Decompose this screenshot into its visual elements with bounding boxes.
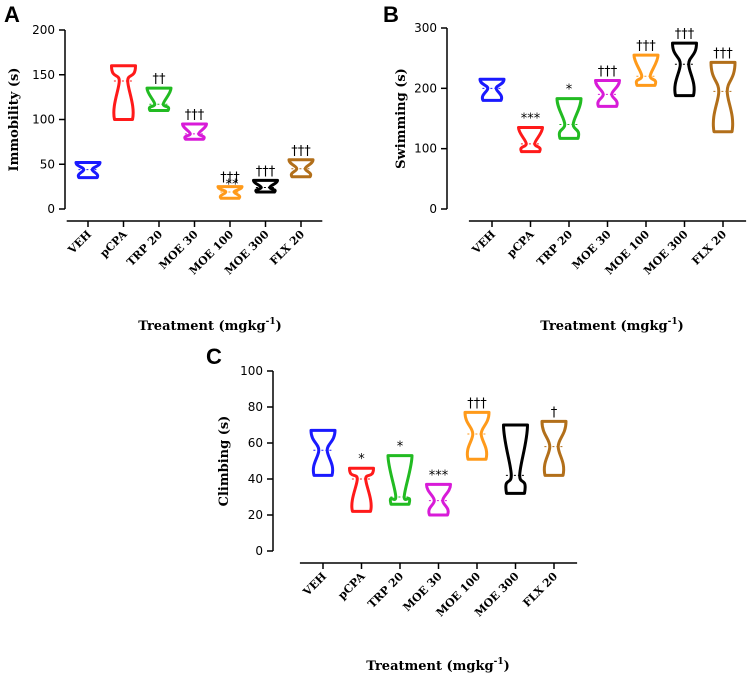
violin-4 (632, 53, 660, 87)
y-tick-label: 0 (429, 202, 437, 216)
violin-6 (540, 419, 568, 477)
significance-label: * (566, 83, 573, 98)
x-tick-label: pCPA (504, 228, 536, 260)
significance-label: *** (429, 468, 449, 483)
significance-label: * (397, 440, 404, 455)
y-tick-label: 300 (414, 21, 437, 35)
violin-0 (478, 77, 506, 102)
significance-label-secondary: ** (226, 178, 240, 193)
violin-5 (671, 41, 698, 98)
violin-1 (110, 64, 137, 121)
x-tick-label: VEH (65, 228, 94, 257)
y-tick-label: 100 (240, 364, 263, 378)
significance-label: ††† (291, 144, 311, 159)
panel-letter: B (383, 2, 399, 27)
significance-label: ††† (675, 27, 695, 42)
violin-3 (181, 122, 208, 141)
violin-1 (517, 126, 544, 154)
violin-5 (252, 178, 279, 194)
violin-4 (216, 185, 244, 200)
significance-label: ††† (467, 396, 487, 411)
violin-4 (463, 410, 491, 461)
violin-6 (287, 158, 315, 179)
x-tick-label: VEH (300, 570, 329, 599)
violin-2 (145, 86, 173, 113)
significance-label: † (551, 405, 558, 420)
significance-label: ††† (598, 64, 618, 79)
panel-letter: C (206, 344, 222, 369)
y-tick-label: 100 (414, 142, 437, 156)
significance-label: ††† (185, 108, 205, 123)
y-tick-label: 50 (40, 157, 55, 171)
y-tick-label: 80 (248, 400, 263, 414)
y-tick-label: 20 (248, 508, 263, 522)
y-axis-title: Swimming (s) (394, 68, 409, 169)
y-tick-label: 200 (32, 23, 55, 37)
significance-label: * (358, 452, 365, 467)
significance-label: *** (521, 112, 541, 127)
y-axis-title: Climbing (s) (217, 416, 232, 507)
significance-label: ††† (713, 46, 733, 61)
y-tick-label: 0 (47, 202, 55, 216)
y-tick-label: 40 (248, 472, 263, 486)
y-tick-label: 150 (32, 68, 55, 82)
x-tick-label: VEH (469, 228, 498, 257)
violin-0 (309, 428, 337, 477)
x-tick-label: FLX 20 (520, 570, 560, 610)
y-tick-label: 60 (248, 436, 263, 450)
significance-label: ††† (256, 164, 276, 179)
x-tick-label: FLX 20 (689, 228, 729, 268)
violin-6 (709, 60, 737, 134)
y-tick-label: 200 (414, 81, 437, 95)
y-tick-label: 100 (32, 113, 55, 127)
violin-0 (74, 160, 102, 180)
x-tick-label: pCPA (97, 228, 129, 260)
x-axis-title: Treatment (mgkg-1) (366, 657, 510, 674)
y-tick-label: 0 (255, 544, 263, 558)
violin-2 (386, 454, 414, 506)
x-tick-label: pCPA (335, 570, 367, 602)
violin-5 (502, 423, 529, 495)
x-tick-label: FLX 20 (267, 228, 307, 268)
panel-letter: A (4, 2, 20, 27)
violin-1 (348, 466, 375, 513)
violin-2 (555, 97, 583, 140)
significance-label: ††† (636, 39, 656, 54)
x-axis-title: Treatment (mgkg-1) (540, 317, 684, 334)
significance-label: ††† (220, 171, 240, 186)
x-axis-title: Treatment (mgkg-1) (138, 317, 282, 334)
y-axis-title: Immobility (s) (7, 68, 22, 172)
violin-3 (594, 78, 621, 108)
violin-3 (425, 482, 452, 517)
significance-label: †† (153, 72, 167, 87)
